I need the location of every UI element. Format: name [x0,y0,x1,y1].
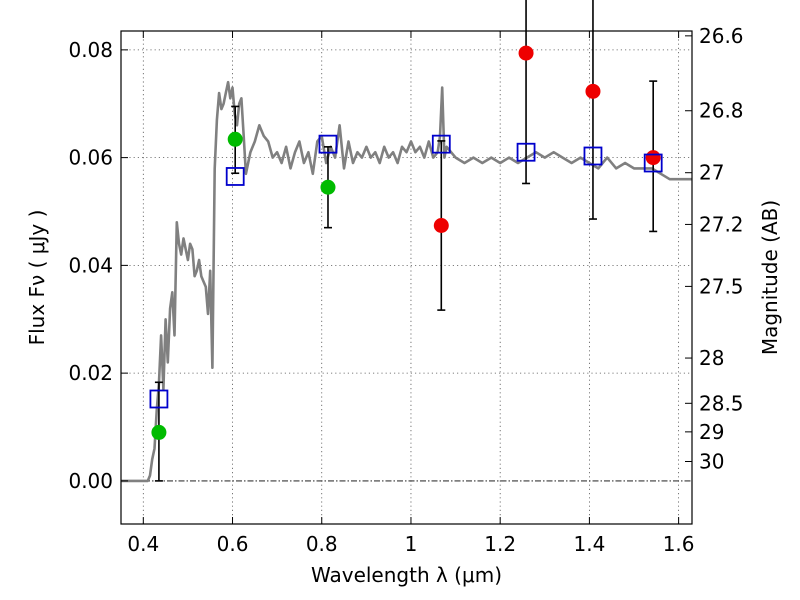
y-tick-label: 0.00 [68,469,113,493]
y-tick-label: 0.08 [68,38,113,62]
magnitude-tick-label: 27.2 [699,212,744,236]
magnitude-axis-label: Magnitude (AB) [758,200,782,355]
y-tick-label: 0.06 [68,146,113,170]
model-square-marker [516,142,536,162]
magnitude-tick-label: 28 [699,346,724,370]
model-markers [149,134,663,409]
model-square-marker [225,167,245,186]
magnitude-tick-label: 26.8 [699,99,744,123]
magnitude-tick-label: 29 [699,420,724,444]
model-square-marker [431,134,451,154]
magnitude-tick-label: 30 [699,449,724,473]
data-point [585,83,601,99]
error-bars [154,0,658,482]
model-square-marker [643,153,663,173]
sed-curve [121,80,692,483]
y-axis-ticks: 0.00 0.02 0.04 0.06 0.08 [68,38,128,493]
x-tick-label: 0.4 [127,532,159,556]
magnitude-tick-label: 28.5 [699,391,744,415]
magnitude-tick-label: 27 [699,161,724,185]
y-axis-label: Flux Fν ( μJy ) [25,210,49,346]
model-square-marker [583,146,603,166]
x-tick-label: 0.6 [217,532,249,556]
grid [121,31,692,524]
data-point [320,179,336,195]
x-tick-label: 1.2 [484,532,516,556]
data-point [151,424,167,440]
x-tick-label: 0.8 [306,532,338,556]
y-tick-label: 0.02 [68,361,113,385]
model-square-marker [149,389,169,409]
axes-frame [120,30,693,525]
magnitude-tick-label: 26.6 [699,24,744,48]
data-points [151,45,661,440]
sed-curve-group [121,80,692,483]
x-tick-label: 1.6 [663,532,695,556]
magnitude-axis-ticks: 26.6 26.8 27 27.2 27.5 28 28.5 29 30 [685,24,744,473]
x-tick-label: 1.4 [573,532,605,556]
y-tick-label: 0.04 [68,253,113,277]
model-square-marker [318,134,338,154]
data-point [433,218,449,234]
data-point [227,131,243,147]
data-point [518,45,534,61]
x-axis-label: Wavelength λ (μm) [311,563,502,587]
x-axis-ticks: 0.4 0.6 0.8 1 1.2 1.4 1.6 [127,31,695,556]
magnitude-tick-label: 27.5 [699,274,744,298]
x-tick-label: 1 [405,532,418,556]
data-point [645,150,661,166]
